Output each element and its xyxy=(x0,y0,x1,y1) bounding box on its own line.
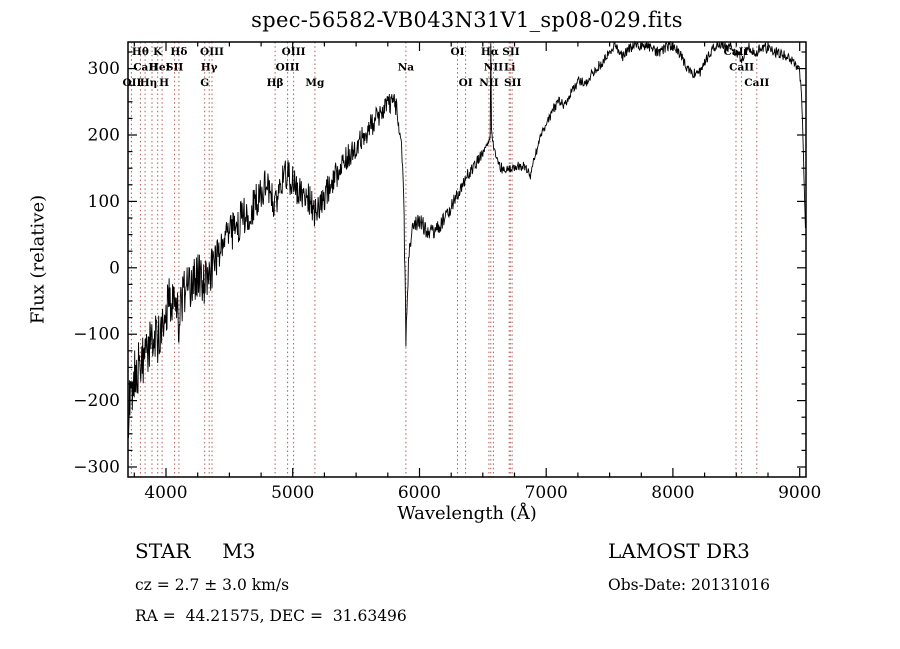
spectral-line-label: NII xyxy=(484,62,504,74)
x-tick-label: 4000 xyxy=(144,483,187,503)
spectral-line-label: Mg xyxy=(305,77,325,89)
plot-title: spec-56582-VB043N31V1_sp08-029.fits xyxy=(251,8,683,32)
x-tick-label: 6000 xyxy=(398,483,441,503)
y-tick-label: 0 xyxy=(109,258,120,278)
spectral-line-label: K xyxy=(153,46,163,58)
spectral-line-label: SII xyxy=(166,62,183,74)
plot-frame xyxy=(127,41,807,478)
spectral-line-label: Li xyxy=(504,62,515,74)
spectral-line-label: OI xyxy=(450,46,464,58)
x-tick-label: 7000 xyxy=(525,483,568,503)
y-tick-label: 300 xyxy=(88,59,120,79)
y-tick-label: 100 xyxy=(88,192,120,212)
spectral-line-label: OIII xyxy=(200,46,224,58)
spectral-line-label: CaII xyxy=(133,62,158,74)
object-classification: STAR M3 xyxy=(135,539,256,563)
survey-name: LAMOST DR3 xyxy=(608,539,750,563)
spectral-line-label: CaII xyxy=(724,46,749,58)
spectrum-trace xyxy=(127,40,806,439)
spectral-line-label: SII xyxy=(504,77,521,89)
spectral-line-label: Hη xyxy=(140,77,158,89)
y-axis-label: Flux (relative) xyxy=(27,194,49,325)
y-tick-label: −200 xyxy=(73,391,120,411)
y-tick-label: −300 xyxy=(73,458,120,478)
spectral-line-label: CaII xyxy=(744,77,769,89)
x-tick-label: 9000 xyxy=(778,483,821,503)
spectral-line-label: G xyxy=(200,77,209,89)
y-tick-label: −100 xyxy=(73,325,120,345)
spectral-line-label: Hβ xyxy=(267,77,284,89)
spectral-line-label: Hθ xyxy=(132,46,149,58)
y-tick-label: 200 xyxy=(88,125,120,145)
radial-velocity: cz = 2.7 ± 3.0 km/s xyxy=(135,576,290,594)
spectral-line-label: SII xyxy=(502,46,519,58)
spectral-line-label: OIII xyxy=(276,62,300,74)
observation-date: Obs-Date: 20131016 xyxy=(608,576,770,594)
spectral-line-label: Hδ xyxy=(170,46,187,58)
x-axis-label: Wavelength (Å) xyxy=(397,503,537,524)
spectral-line-label: OII xyxy=(123,77,142,89)
spectral-line-label: NII xyxy=(479,77,499,89)
x-tick-label: 8000 xyxy=(651,483,694,503)
spectral-line-label: CaII xyxy=(729,62,754,74)
coordinates: RA = 44.21575, DEC = 31.63496 xyxy=(135,607,407,625)
x-tick-label: 5000 xyxy=(271,483,314,503)
spectral-line-label: HeI xyxy=(149,62,171,74)
spectral-line-label: H xyxy=(159,77,169,89)
spectral-line-label: OI xyxy=(459,77,473,89)
spectral-line-label: OIII xyxy=(282,46,306,58)
spectral-line-label: Hα xyxy=(481,46,499,58)
spectral-line-label: Na xyxy=(398,62,415,74)
spectral-line-label: Hγ xyxy=(201,62,218,74)
